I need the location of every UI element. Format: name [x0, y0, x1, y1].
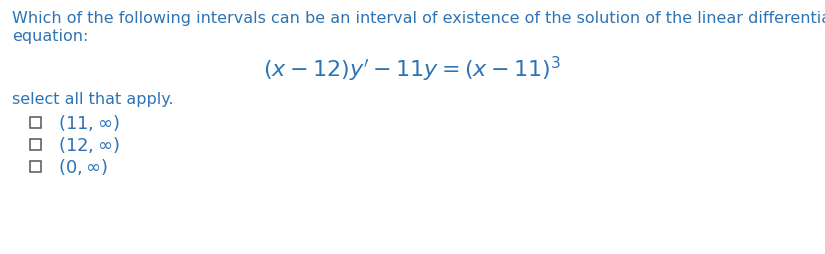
Bar [30, 139, 41, 150]
Text: $(x - 12)y' - 11y = (x - 11)^{3}$: $(x - 12)y' - 11y = (x - 11)^{3}$ [263, 55, 561, 84]
Text: select all that apply.: select all that apply. [12, 92, 173, 107]
Text: $(0, \infty)$: $(0, \infty)$ [58, 156, 108, 176]
Text: equation:: equation: [12, 29, 88, 44]
Text: Which of the following intervals can be an interval of existence of the solution: Which of the following intervals can be … [12, 11, 825, 26]
Text: $(11, \infty)$: $(11, \infty)$ [58, 113, 120, 133]
Bar [30, 117, 41, 128]
Bar [30, 161, 41, 172]
Text: $(12, \infty)$: $(12, \infty)$ [58, 134, 120, 154]
